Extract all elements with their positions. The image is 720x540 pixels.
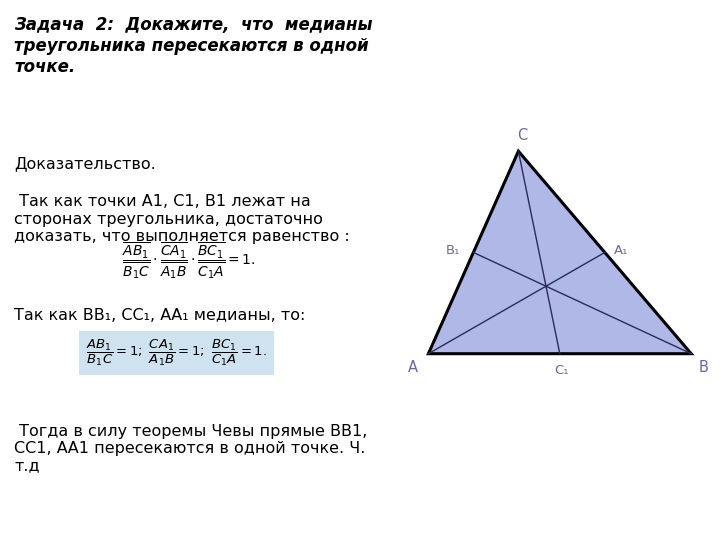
Text: Доказательство.: Доказательство. bbox=[14, 157, 156, 172]
Text: B: B bbox=[698, 360, 708, 375]
Text: Задача  2:  Докажите,  что  медианы
треугольника пересекаются в одной
точке.: Задача 2: Докажите, что медианы треуголь… bbox=[14, 16, 373, 76]
Text: A: A bbox=[408, 360, 418, 375]
Text: Тогда в силу теоремы Чевы прямые ВВ1,
СС1, АА1 пересекаются в одной точке. Ч.
т.: Тогда в силу теоремы Чевы прямые ВВ1, СС… bbox=[14, 424, 368, 474]
Polygon shape bbox=[428, 151, 691, 354]
Text: C: C bbox=[517, 128, 527, 143]
Text: B₁: B₁ bbox=[446, 244, 461, 257]
Text: $\dfrac{\overline{AB_1}}{\overline{B_1C}}\cdot\dfrac{\overline{CA_1}}{\overline{: $\dfrac{\overline{AB_1}}{\overline{B_1C}… bbox=[122, 240, 256, 281]
Text: A₁: A₁ bbox=[613, 244, 628, 257]
Text: Так как точки А1, С1, В1 лежат на
сторонах треугольника, достаточно
доказать, чт: Так как точки А1, С1, В1 лежат на сторон… bbox=[14, 194, 350, 244]
Text: Так как ВВ₁, СС₁, АА₁ медианы, то:: Так как ВВ₁, СС₁, АА₁ медианы, то: bbox=[14, 308, 306, 323]
Text: $\dfrac{AB_1}{B_1C}=1;\ \dfrac{CA_1}{A_1B}=1;\ \dfrac{BC_1}{C_1A}=1.$: $\dfrac{AB_1}{B_1C}=1;\ \dfrac{CA_1}{A_1… bbox=[86, 338, 267, 368]
Text: C₁: C₁ bbox=[554, 364, 569, 377]
